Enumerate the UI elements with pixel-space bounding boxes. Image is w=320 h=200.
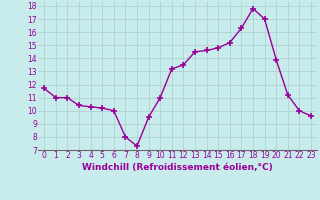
X-axis label: Windchill (Refroidissement éolien,°C): Windchill (Refroidissement éolien,°C) <box>82 163 273 172</box>
